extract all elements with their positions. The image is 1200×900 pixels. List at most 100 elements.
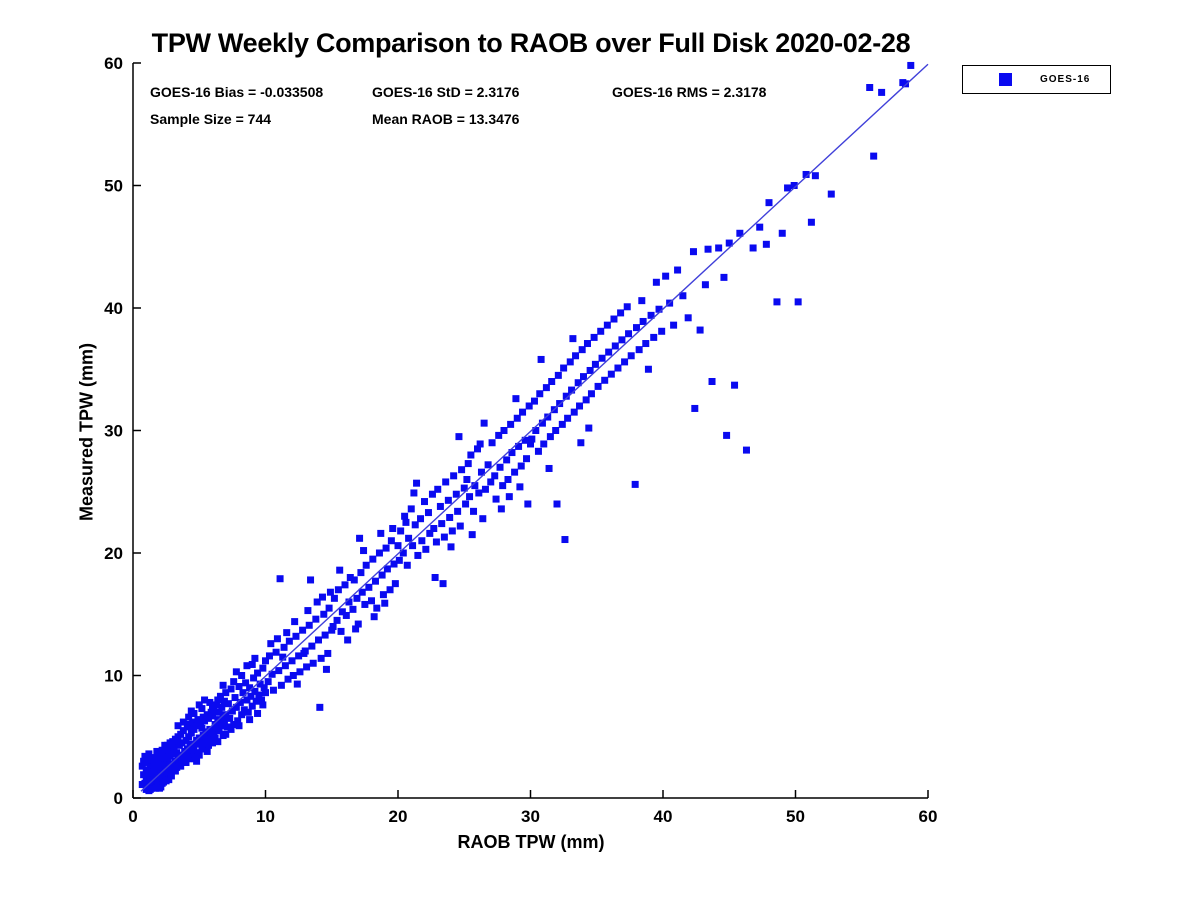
- data-point: [334, 586, 342, 594]
- data-point: [219, 681, 227, 689]
- data-point: [210, 729, 218, 737]
- data-point: [247, 692, 255, 700]
- data-point: [258, 696, 266, 704]
- data-point: [725, 239, 733, 247]
- data-point: [222, 689, 230, 697]
- data-point: [280, 643, 288, 651]
- data-point: [330, 594, 338, 602]
- data-point: [432, 538, 440, 546]
- data-point: [338, 608, 346, 616]
- data-point: [256, 680, 264, 688]
- data-point: [424, 509, 432, 517]
- data-point: [173, 763, 181, 771]
- data-point: [674, 266, 682, 274]
- data-point: [303, 663, 311, 671]
- data-point: [587, 390, 595, 398]
- data-point: [194, 716, 202, 724]
- data-point: [215, 727, 223, 735]
- data-point: [507, 420, 515, 428]
- stat-std: GOES-16 StD = 2.3176: [372, 84, 520, 100]
- data-point: [495, 431, 503, 439]
- data-point: [635, 346, 643, 354]
- data-point: [542, 384, 550, 392]
- data-point: [349, 605, 357, 613]
- data-point: [578, 346, 586, 354]
- data-point: [591, 360, 599, 368]
- data-point: [350, 576, 358, 584]
- data-point: [312, 615, 320, 623]
- data-point: [329, 623, 337, 630]
- data-point: [566, 358, 574, 366]
- data-point: [226, 714, 234, 722]
- data-point: [644, 365, 652, 373]
- data-point: [269, 686, 277, 694]
- data-point: [397, 527, 405, 535]
- data-point: [720, 273, 728, 281]
- data-point: [434, 485, 442, 493]
- data-point: [292, 632, 300, 640]
- legend-label: GOES-16: [1040, 74, 1091, 85]
- data-point: [878, 88, 886, 96]
- data-point: [723, 431, 731, 439]
- data-point: [156, 784, 163, 792]
- data-point: [275, 667, 283, 675]
- data-point: [346, 574, 354, 581]
- data-point: [537, 355, 545, 363]
- data-point: [185, 713, 193, 721]
- data-point: [174, 722, 182, 730]
- data-point: [230, 678, 238, 686]
- data-point: [516, 483, 524, 491]
- data-point: [614, 364, 622, 372]
- data-point: [475, 489, 483, 497]
- data-point: [704, 245, 712, 253]
- data-point: [605, 348, 613, 356]
- data-point: [394, 542, 402, 550]
- data-point: [209, 702, 216, 710]
- data-point: [455, 433, 463, 441]
- data-point: [375, 549, 383, 557]
- data-point: [679, 292, 687, 300]
- data-point: [527, 440, 534, 448]
- data-point: [402, 518, 410, 526]
- data-point: [523, 455, 531, 463]
- data-point: [262, 689, 269, 697]
- data-point: [899, 79, 907, 87]
- data-point: [243, 662, 251, 670]
- stat-sample-size: Sample Size = 744: [150, 111, 272, 127]
- data-point: [521, 436, 529, 444]
- data-point: [308, 642, 316, 650]
- data-point: [379, 591, 387, 599]
- data-point: [548, 378, 556, 385]
- data-point: [315, 636, 322, 644]
- y-tick-label: 40: [104, 299, 123, 318]
- data-point: [618, 336, 626, 344]
- data-point: [336, 566, 344, 574]
- data-point: [447, 543, 455, 551]
- data-point: [146, 785, 154, 793]
- x-tick-label: 10: [256, 807, 275, 826]
- data-point: [558, 420, 566, 428]
- data-point: [524, 500, 532, 508]
- data-point: [140, 771, 148, 779]
- data-point: [536, 390, 544, 398]
- data-point: [264, 678, 272, 686]
- data-point: [197, 719, 205, 727]
- y-tick-label: 10: [104, 667, 123, 686]
- data-point: [369, 555, 377, 563]
- data-point: [142, 754, 150, 762]
- data-point: [138, 762, 146, 770]
- data-point: [617, 309, 625, 317]
- data-point: [488, 439, 496, 447]
- data-point: [222, 711, 230, 719]
- data-point: [399, 549, 407, 557]
- data-point: [152, 784, 160, 792]
- data-point: [662, 272, 670, 280]
- data-point: [197, 739, 205, 747]
- data-point: [358, 588, 366, 596]
- data-point: [474, 445, 481, 453]
- data-point: [460, 484, 468, 492]
- data-point: [337, 627, 345, 635]
- data-point: [371, 577, 379, 585]
- data-point: [564, 414, 572, 422]
- legend-marker-icon: [999, 73, 1012, 86]
